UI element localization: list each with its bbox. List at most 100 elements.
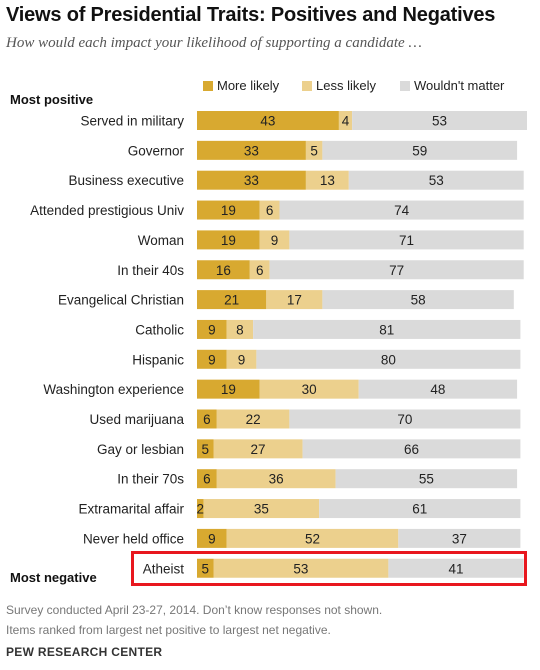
legend-label-wouldnt-matter: Wouldn't matter xyxy=(414,78,505,93)
bar-more-likely-governor xyxy=(197,140,306,160)
bar-more-likely-never-held-office xyxy=(197,528,227,548)
bar-wouldnt-matter-served-in-military xyxy=(352,111,527,130)
bar-less-likely-hispanic xyxy=(226,349,257,369)
value-label-wouldnt-matter-in-their-40s: 77 xyxy=(389,263,404,278)
value-label-less-likely-served-in-military: 4 xyxy=(342,114,350,129)
bar-wouldnt-matter-catholic xyxy=(253,319,521,339)
bar-more-likely-used-marijuana xyxy=(197,409,217,429)
value-label-wouldnt-matter-never-held-office: 37 xyxy=(452,531,467,546)
value-label-more-likely-business-executive: 33 xyxy=(244,173,259,188)
bar-less-likely-in-their-70s xyxy=(216,469,336,489)
bar-wouldnt-matter-evangelical-christian xyxy=(322,290,514,310)
value-label-wouldnt-matter-attended-prestigious-univ: 74 xyxy=(394,203,410,218)
value-label-wouldnt-matter-served-in-military: 53 xyxy=(432,114,447,129)
value-label-wouldnt-matter-woman: 71 xyxy=(399,233,414,248)
bar-less-likely-washington-experience xyxy=(259,379,359,399)
value-label-wouldnt-matter-evangelical-christian: 58 xyxy=(411,293,426,308)
bar-wouldnt-matter-atheist xyxy=(388,558,524,578)
bar-less-likely-business-executive xyxy=(305,170,349,190)
value-label-less-likely-evangelical-christian: 17 xyxy=(287,293,302,308)
value-label-wouldnt-matter-business-executive: 53 xyxy=(429,173,444,188)
value-label-wouldnt-matter-governor: 59 xyxy=(412,143,427,158)
value-label-wouldnt-matter-gay-or-lesbian: 66 xyxy=(404,442,419,457)
value-label-less-likely-hispanic: 9 xyxy=(238,352,246,367)
category-label-served-in-military: Served in military xyxy=(80,114,184,129)
value-label-more-likely-extramarital-affair: 2 xyxy=(197,502,205,517)
value-label-less-likely-woman: 9 xyxy=(271,233,279,248)
bar-more-likely-evangelical-christian xyxy=(197,290,267,310)
bar-more-likely-washington-experience xyxy=(197,379,260,399)
value-label-less-likely-washington-experience: 30 xyxy=(302,382,317,397)
bar-more-likely-catholic xyxy=(197,319,227,339)
value-label-more-likely-washington-experience: 19 xyxy=(221,382,236,397)
value-label-wouldnt-matter-catholic: 81 xyxy=(379,322,394,337)
legend-swatch-less-likely xyxy=(302,81,312,91)
value-label-wouldnt-matter-washington-experience: 48 xyxy=(430,382,445,397)
legend-item-wouldnt-matter: Wouldn't matter xyxy=(400,78,504,93)
category-label-extramarital-affair: Extramarital affair xyxy=(78,502,184,517)
bar-wouldnt-matter-hispanic xyxy=(256,349,521,369)
value-label-more-likely-evangelical-christian: 21 xyxy=(224,293,239,308)
value-label-wouldnt-matter-extramarital-affair: 61 xyxy=(412,502,427,517)
value-label-less-likely-business-executive: 13 xyxy=(320,173,335,188)
category-label-gay-or-lesbian: Gay or lesbian xyxy=(97,442,184,457)
bar-more-likely-business-executive xyxy=(197,170,306,190)
bar-wouldnt-matter-washington-experience xyxy=(358,379,518,399)
category-label-governor: Governor xyxy=(128,143,185,158)
value-label-more-likely-in-their-40s: 16 xyxy=(216,263,231,278)
category-label-hispanic: Hispanic xyxy=(132,352,184,367)
bar-more-likely-gay-or-lesbian xyxy=(197,439,214,459)
bar-less-likely-never-held-office xyxy=(226,528,399,548)
value-label-more-likely-woman: 19 xyxy=(221,233,236,248)
value-label-wouldnt-matter-hispanic: 80 xyxy=(381,352,396,367)
bar-less-likely-atheist xyxy=(213,558,389,578)
atheist-highlight-box xyxy=(131,551,527,586)
value-label-less-likely-never-held-office: 52 xyxy=(305,531,320,546)
most-negative-label: Most negative xyxy=(10,570,97,585)
value-label-more-likely-served-in-military: 43 xyxy=(260,114,275,129)
most-positive-label: Most positive xyxy=(10,92,94,107)
category-label-in-their-40s: In their 40s xyxy=(117,263,184,278)
value-label-less-likely-atheist: 53 xyxy=(293,561,308,576)
ranking-note: Items ranked from largest net positive t… xyxy=(6,623,331,637)
category-label-in-their-70s: In their 70s xyxy=(117,472,184,487)
bar-less-likely-governor xyxy=(305,140,323,160)
category-label-used-marijuana: Used marijuana xyxy=(89,412,184,427)
bar-less-likely-served-in-military xyxy=(338,111,353,130)
bar-wouldnt-matter-gay-or-lesbian xyxy=(302,439,521,459)
value-label-more-likely-governor: 33 xyxy=(244,143,259,158)
bar-more-likely-attended-prestigious-univ xyxy=(197,200,260,220)
bar-more-likely-hispanic xyxy=(197,349,227,369)
bar-more-likely-atheist xyxy=(197,558,214,578)
bar-less-likely-extramarital-affair xyxy=(203,499,320,519)
bar-wouldnt-matter-attended-prestigious-univ xyxy=(279,200,524,220)
chart-title: Views of Presidential Traits: Positives … xyxy=(6,4,496,26)
category-label-catholic: Catholic xyxy=(135,322,184,337)
bar-less-likely-woman xyxy=(259,230,290,250)
bar-less-likely-attended-prestigious-univ xyxy=(259,200,280,220)
value-label-more-likely-used-marijuana: 6 xyxy=(203,412,211,427)
bar-less-likely-evangelical-christian xyxy=(266,290,323,310)
value-label-less-likely-governor: 5 xyxy=(310,143,318,158)
bar-more-likely-in-their-40s xyxy=(197,260,250,280)
value-label-more-likely-catholic: 9 xyxy=(208,322,216,337)
category-label-attended-prestigious-univ: Attended prestigious Univ xyxy=(30,203,184,218)
value-label-more-likely-hispanic: 9 xyxy=(208,352,216,367)
bar-wouldnt-matter-business-executive xyxy=(348,170,524,190)
value-label-more-likely-never-held-office: 9 xyxy=(208,531,216,546)
bar-wouldnt-matter-used-marijuana xyxy=(289,409,521,429)
value-label-wouldnt-matter-in-their-70s: 55 xyxy=(419,472,434,487)
chart-subtitle: How would each impact your likelihood of… xyxy=(6,35,422,51)
category-label-evangelical-christian: Evangelical Christian xyxy=(58,293,184,308)
value-label-less-likely-in-their-70s: 36 xyxy=(269,472,284,487)
value-label-more-likely-atheist: 5 xyxy=(201,561,209,576)
legend-item-less-likely: Less likely xyxy=(302,78,376,93)
legend-label-more-likely: More likely xyxy=(217,78,280,93)
value-label-more-likely-attended-prestigious-univ: 19 xyxy=(221,203,236,218)
bar-more-likely-woman xyxy=(197,230,260,250)
legend-item-more-likely: More likely xyxy=(203,78,279,93)
bar-wouldnt-matter-governor xyxy=(322,140,518,160)
bar-less-likely-catholic xyxy=(226,319,254,339)
category-label-atheist: Atheist xyxy=(143,561,185,576)
